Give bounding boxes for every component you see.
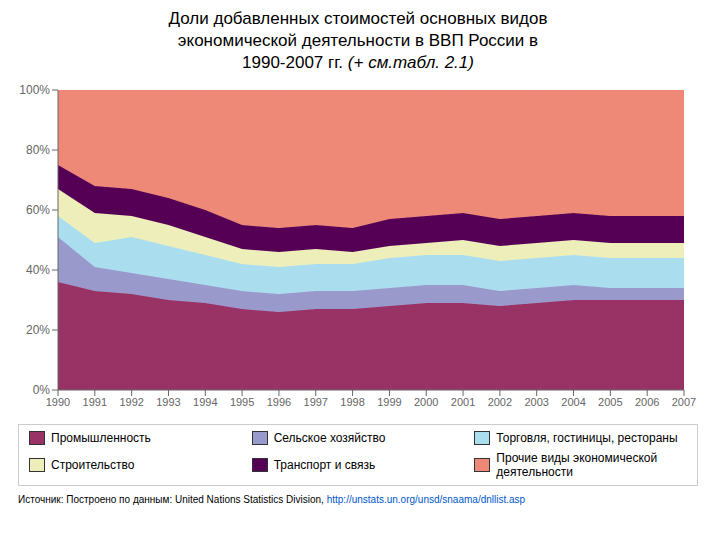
svg-text:2006: 2006: [635, 396, 659, 408]
html-text:Транспорт и связь: Транспорт и связь: [273, 458, 376, 472]
svg-text:2005: 2005: [598, 396, 622, 408]
svg-text:2003: 2003: [524, 396, 548, 408]
svg-text:2007: 2007: [672, 396, 696, 408]
html-text:Сельское хозяйство: Сельское хозяйство: [273, 431, 386, 445]
svg-text:0%: 0%: [33, 383, 51, 397]
svg-text:60%: 60%: [26, 203, 50, 217]
svg-text:1996: 1996: [267, 396, 291, 408]
svg-text:1991: 1991: [83, 396, 107, 408]
svg-text:100%: 100%: [19, 83, 50, 97]
html-text:Торговля, гостиницы, рестораны: Торговля, гостиницы, рестораны: [496, 431, 678, 445]
svg-text:2002: 2002: [488, 396, 512, 408]
html-text:экономической деятельности в В: экономической деятельности в ВВП России …: [177, 31, 539, 50]
html-text:Источник: Построено по данным:: Источник: Построено по данным: United Na…: [18, 494, 526, 505]
svg-text:1995: 1995: [230, 396, 254, 408]
svg-text:1990: 1990: [46, 396, 70, 408]
html-text:1990-2007 гг. (+ см.табл. 2.1): 1990-2007 гг. (+ см.табл. 2.1): [242, 53, 474, 72]
svg-text:2004: 2004: [561, 396, 585, 408]
svg-text:80%: 80%: [26, 143, 50, 157]
html-text:Доли добавленных стоимостей ос: Доли добавленных стоимостей основных вид…: [168, 9, 548, 28]
svg-text:2001: 2001: [451, 396, 475, 408]
svg-text:40%: 40%: [26, 263, 50, 277]
html-text:Строительство: Строительство: [51, 458, 135, 472]
svg-text:1997: 1997: [304, 396, 328, 408]
svg-text:1998: 1998: [340, 396, 364, 408]
svg-text:1994: 1994: [193, 396, 217, 408]
html-text:Прочие виды экономической деят: Прочие виды экономической деятельности: [496, 451, 658, 479]
svg-text:2000: 2000: [414, 396, 438, 408]
svg-text:1992: 1992: [119, 396, 143, 408]
svg-text:20%: 20%: [26, 323, 50, 337]
html-text:Промышленность: Промышленность: [51, 431, 151, 445]
svg-text:1999: 1999: [377, 396, 401, 408]
svg-text:1993: 1993: [156, 396, 180, 408]
